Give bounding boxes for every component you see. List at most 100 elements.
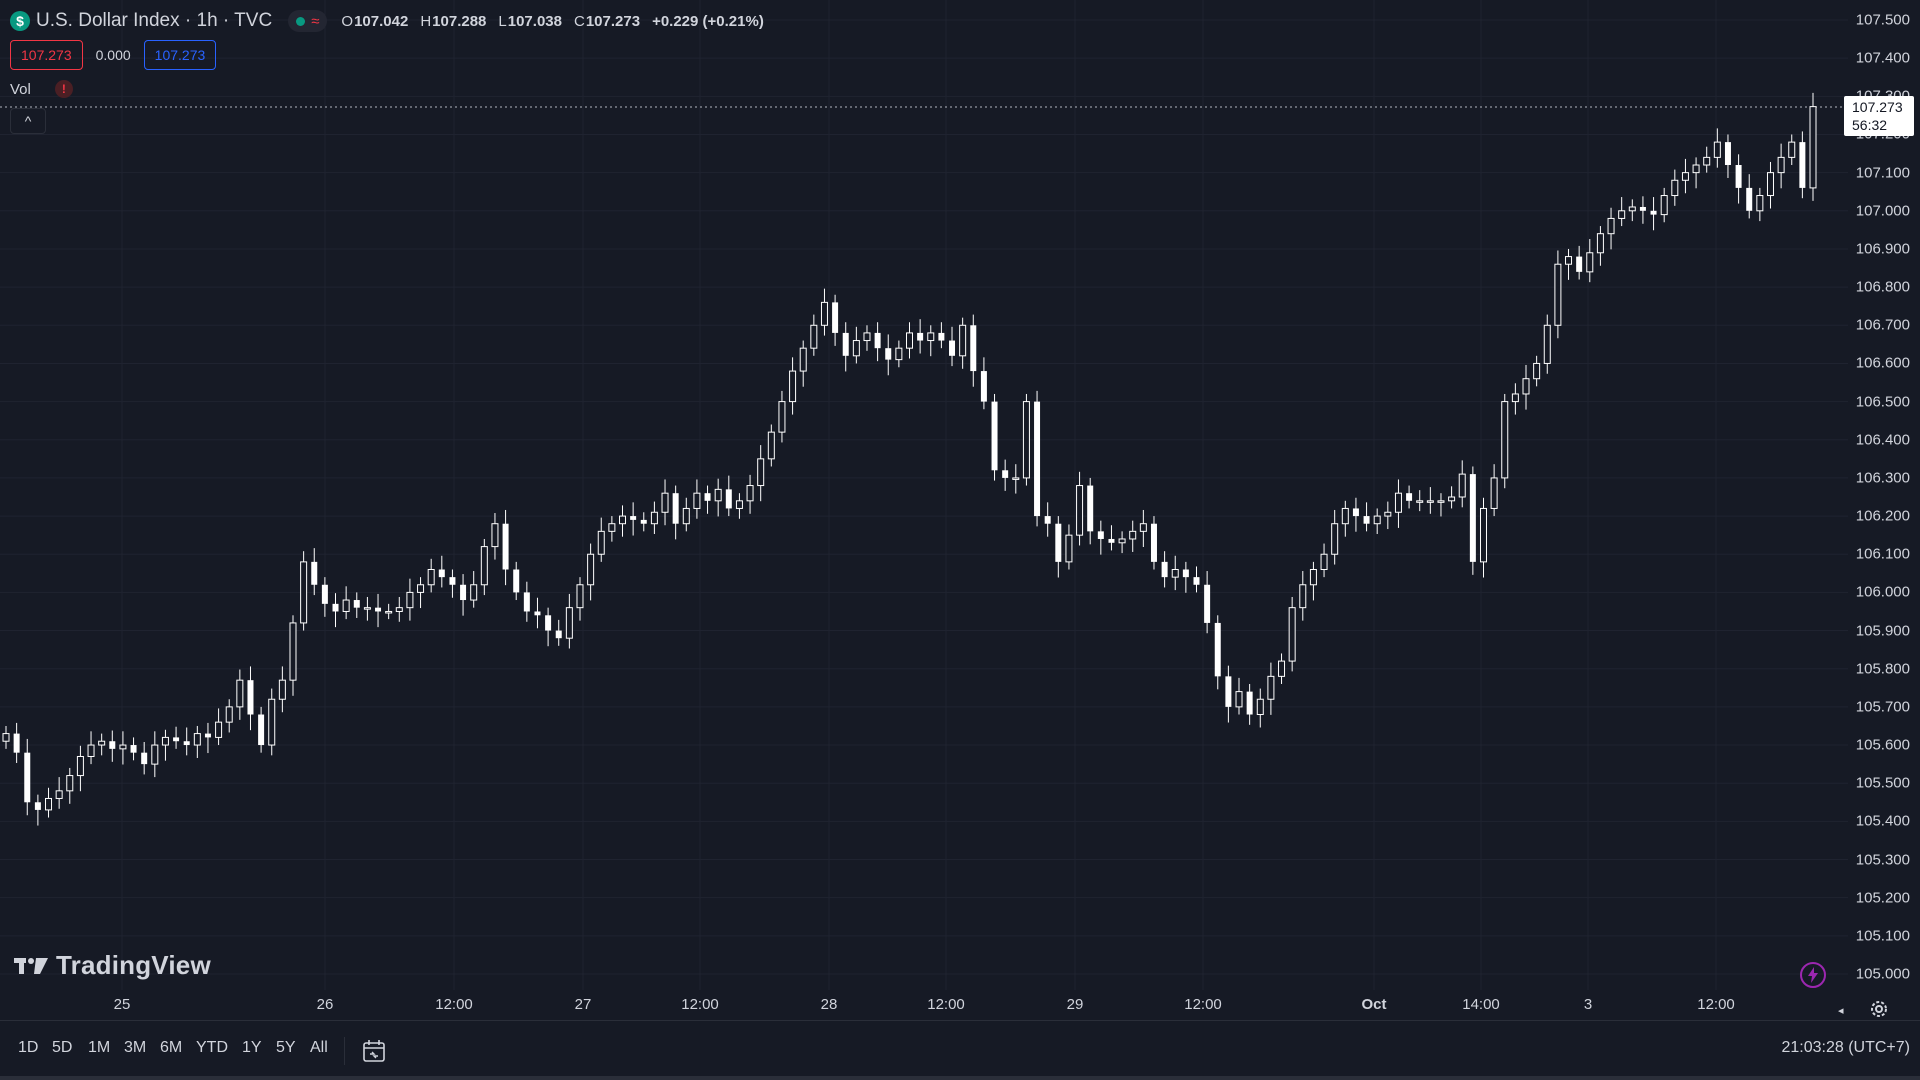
price-tick: 106.300: [1855, 469, 1910, 487]
tradingview-logo[interactable]: TradingView: [14, 950, 211, 981]
calendar-icon[interactable]: [360, 1037, 388, 1065]
price-tick: 107.500: [1855, 11, 1910, 29]
candle-body: [682, 507, 690, 525]
candle-body: [215, 721, 223, 738]
candle-body: [161, 736, 169, 746]
candle-body: [1713, 141, 1721, 158]
candle: [1150, 516, 1157, 570]
candle-body: [746, 485, 754, 502]
candle-body: [1681, 172, 1689, 181]
candle: [215, 708, 223, 746]
range-button-3m[interactable]: 3M: [124, 1039, 147, 1056]
candle-body: [300, 561, 308, 624]
candle-body: [66, 775, 74, 792]
price-tick: 106.600: [1855, 354, 1910, 372]
candle: [76, 745, 84, 792]
candle: [693, 479, 701, 519]
candle: [852, 326, 860, 364]
candle: [672, 485, 679, 540]
buy-button[interactable]: 107.273: [143, 40, 217, 70]
candle: [173, 726, 180, 749]
toolbar-divider: [344, 1037, 345, 1065]
candle: [513, 561, 520, 601]
candle: [927, 325, 935, 357]
candle-body: [1320, 553, 1328, 571]
candle-body: [173, 737, 180, 742]
candle: [565, 593, 573, 649]
candle-body: [1628, 206, 1636, 212]
scroll-left-icon[interactable]: ◂: [1838, 1005, 1844, 1017]
candle: [1692, 157, 1700, 189]
candle: [1235, 677, 1243, 715]
candle: [87, 731, 95, 765]
candle: [640, 512, 647, 532]
warning-icon[interactable]: !: [54, 80, 73, 98]
candle: [1437, 493, 1445, 517]
ohlc-low: L107.038: [498, 12, 562, 30]
candle-body: [2, 733, 10, 742]
candle-body: [1118, 538, 1126, 544]
sell-button[interactable]: 107.273: [10, 40, 83, 70]
volume-legend: Vol !: [10, 80, 73, 98]
price-chart[interactable]: [0, 0, 1848, 1020]
candle: [938, 322, 945, 349]
candle-body: [799, 347, 807, 372]
range-button-1y[interactable]: 1Y: [242, 1039, 262, 1056]
candle: [576, 577, 584, 621]
candle-body: [1394, 492, 1402, 513]
candle-body: [470, 584, 478, 601]
volume-label[interactable]: Vol: [10, 80, 31, 98]
lightning-icon[interactable]: [1799, 961, 1827, 989]
candle: [1161, 551, 1168, 588]
dollar-symbol-icon[interactable]: $: [10, 11, 30, 31]
candle-body: [917, 332, 924, 341]
range-button-1m[interactable]: 1M: [88, 1039, 111, 1056]
candle-body: [523, 592, 530, 612]
clock-timezone[interactable]: 21:03:28 (UTC+7): [1781, 1039, 1910, 1056]
collapse-legend-button[interactable]: ^: [10, 108, 46, 134]
candle: [406, 578, 414, 621]
candle: [1596, 226, 1604, 266]
candle-body: [1788, 141, 1796, 158]
gear-icon[interactable]: [1868, 998, 1890, 1020]
time-tick: 29: [1066, 996, 1084, 1013]
trade-buttons: 107.273 0.000 107.273: [10, 40, 226, 70]
time-axis[interactable]: 25 26 12:00 27 12:00 28 12:00 29 12:00 Oct 14:00 3 1…: [0, 990, 1848, 1020]
candle: [1469, 466, 1476, 575]
candle-body: [311, 561, 318, 585]
last-price-label: 107.273 56:32: [1844, 96, 1914, 136]
candle-body: [1479, 507, 1487, 563]
candle: [109, 730, 116, 762]
candle: [650, 501, 658, 535]
market-status-icon[interactable]: ≈: [288, 10, 328, 32]
candle-body: [1352, 508, 1359, 517]
range-button-6m[interactable]: 6M: [160, 1039, 183, 1056]
time-tick: 12:00: [927, 996, 965, 1013]
range-button-5d[interactable]: 5D: [52, 1039, 73, 1056]
candle-body: [268, 698, 276, 746]
candle: [289, 615, 297, 696]
candle: [1246, 683, 1253, 725]
range-button-5y[interactable]: 5Y: [276, 1039, 296, 1056]
range-button-all[interactable]: All: [310, 1039, 328, 1056]
candle: [480, 538, 488, 596]
candle-body: [959, 324, 967, 357]
candle: [119, 731, 127, 765]
candle-body: [1139, 523, 1147, 532]
candle: [991, 393, 998, 481]
candles-layer: [2, 92, 1817, 826]
range-button-1d[interactable]: 1D: [18, 1039, 39, 1056]
candle: [1809, 92, 1817, 201]
candle: [1554, 250, 1562, 339]
price-scale[interactable]: 107.500107.400107.300107.200107.100107.0…: [1848, 0, 1920, 1020]
candle: [1650, 197, 1657, 231]
candle: [1448, 486, 1456, 509]
candle: [1320, 543, 1328, 578]
candle-body: [1341, 507, 1349, 525]
candle: [810, 314, 818, 356]
symbol-legend: $ U.S. Dollar Index · 1h · TVC ≈ O107.04…: [10, 8, 764, 34]
symbol-title[interactable]: U.S. Dollar Index · 1h · TVC: [36, 10, 273, 31]
range-button-ytd[interactable]: YTD: [196, 1039, 228, 1056]
candle: [1501, 393, 1509, 489]
candle-body: [1501, 401, 1509, 479]
